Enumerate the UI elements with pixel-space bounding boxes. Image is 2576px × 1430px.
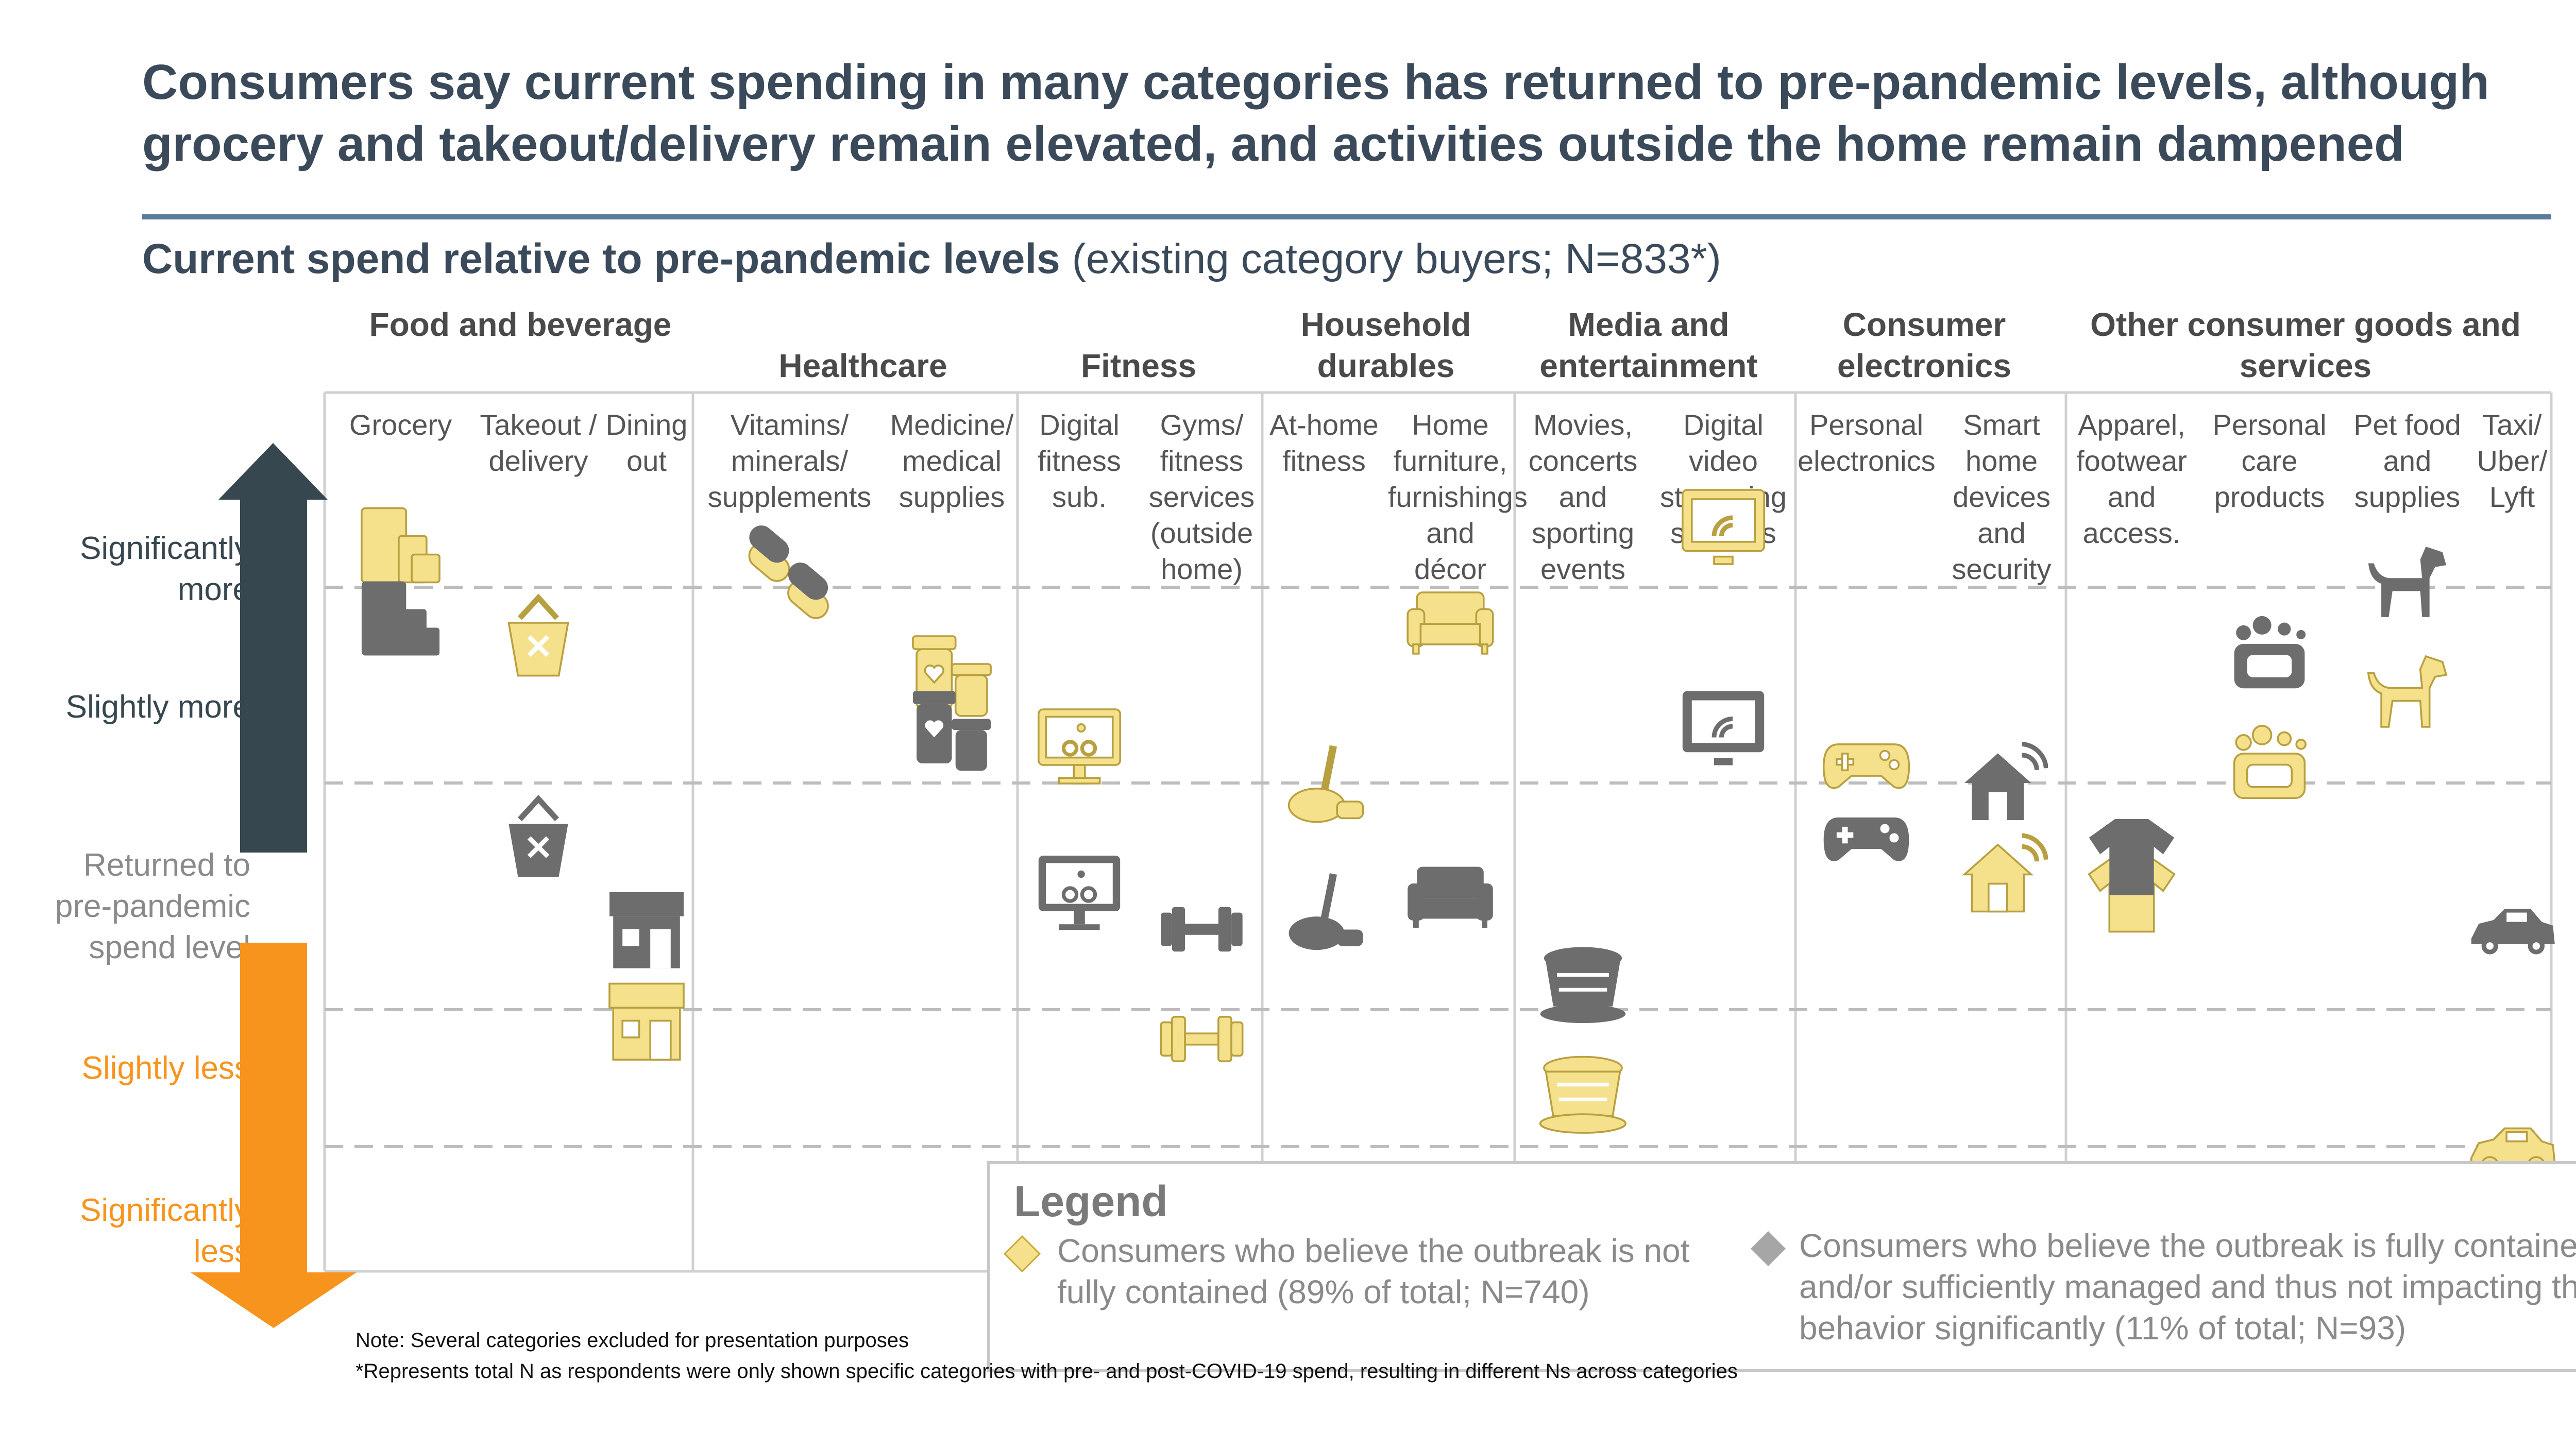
footnote-1: Note: Several categories excluded for pr… [355,1329,909,1352]
row-label-significantly-less: Significantly less [80,1193,250,1269]
smart-home-not-contained-icon [1964,836,2046,912]
row-label-slightly-less: Slightly less [81,1050,250,1086]
dumbbell-contained-icon [1161,907,1243,952]
group-household-durables: Household durables [1300,306,1471,384]
category-label: Smart home devices and security [1952,408,2052,585]
streaming-screen-not-contained-icon [1683,490,1764,564]
category-label: Digital fitness sub. [1038,408,1121,513]
subtitle-rest: (existing category buyers; N=833*) [1060,235,1721,282]
grocery-not-contained-icon [361,507,440,584]
category-label: Personal electronics [1798,408,1936,477]
fitness-monitor-contained-icon [1038,856,1121,930]
down-arrow [191,943,357,1328]
category-label: Takeout / delivery [480,408,597,477]
legend-marker-contained [1751,1231,1786,1266]
takeout-contained-icon [509,799,568,877]
category-label: Home furniture, furnishings and décor [1388,408,1528,585]
game-controller-not-contained-icon [1822,743,1910,789]
legend: Legend Consumers who believe the outbrea… [987,1161,2576,1372]
game-controller-contained-icon [1823,817,1909,861]
sofa-not-contained-icon [1406,591,1494,655]
row-label-slightly-more: Slightly more [65,689,250,725]
storefront-contained-icon [609,892,684,968]
legend-title: Legend [1014,1177,1168,1225]
category-label: At-home fitness [1269,408,1379,477]
chart-subtitle: Current spend relative to pre-pandemic l… [142,235,1721,283]
category-label: Medicine/ medical supplies [890,408,1014,513]
row-label-significantly-more: Significantly more [80,531,250,607]
group-fitness: Fitness [1080,347,1197,384]
category-label: Taxi/ Uber/ Lyft [2477,408,2548,513]
streaming-screen-contained-icon [1682,691,1765,765]
stadium-not-contained-icon [1540,1057,1626,1133]
group-media-and-entertainment: Media and entertainment [1539,306,1758,384]
row-label-returned: Returned to pre-pandemic spend level [55,847,250,965]
legend-label-contained: Consumers who believe the outbreak is fu… [1799,1227,2576,1347]
category-label: Personal care products [2212,408,2327,513]
personal-care-contained-icon [2234,616,2306,689]
group-healthcare: Healthcare [778,347,947,384]
group-consumer-electronics: Consumer electronics [1837,306,2011,384]
storefront-not-contained-icon [608,982,685,1061]
footnote-2: *Represents total N as respondents were … [355,1360,1738,1383]
category-label: Grocery [349,408,452,441]
category-label: Apparel, footwear and access. [2076,408,2187,549]
category-label: Movies, concerts and sporting events [1528,408,1638,585]
group-other-consumer-goods: Other consumer goods and services [2090,306,2521,384]
elliptical-contained-icon [1289,874,1363,950]
personal-care-not-contained-icon [2233,725,2307,799]
up-arrow [218,443,328,853]
takeout-not-contained-icon [509,598,568,675]
title-divider [142,214,2551,219]
dumbbell-not-contained-icon [1160,1016,1244,1062]
stadium-contained-icon [1540,947,1626,1024]
dog-contained-icon [2368,547,2447,617]
grocery-contained-icon [361,581,440,656]
sofa-contained-icon [1408,866,1493,928]
category-label: Gyms/ fitness services (outside home) [1148,408,1255,585]
page-title: Consumers say current spending in many c… [142,55,2489,172]
category-label: Dining out [605,408,688,477]
car-contained-icon [2471,909,2555,955]
group-food-and-beverage: Food and beverage [369,306,672,343]
category-label: Pet food and supplies [2353,408,2461,513]
category-label: Vitamins/ minerals/ supplements [707,408,872,513]
legend-marker-not-contained [1003,1235,1041,1273]
subtitle-bold: Current spend relative to pre-pandemic l… [142,235,1060,282]
fitness-monitor-not-contained-icon [1039,709,1120,784]
dog-not-contained-icon [2367,655,2447,728]
legend-label-not-contained: Consumers who believe the outbreak is no… [1057,1232,1690,1310]
